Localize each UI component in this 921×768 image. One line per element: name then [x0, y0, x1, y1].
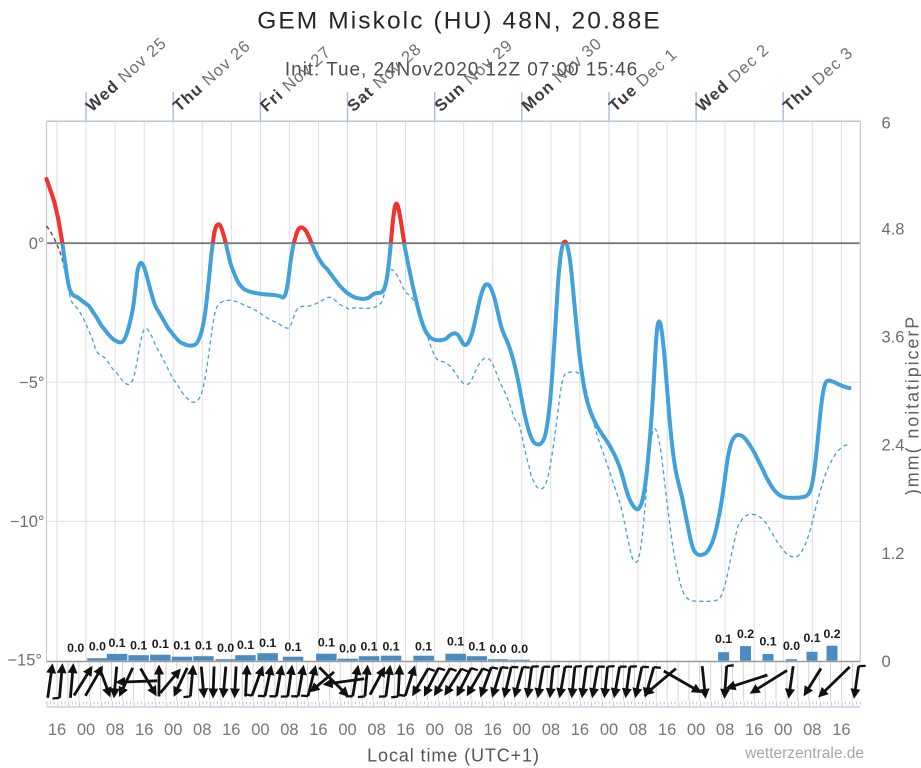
svg-text:0.1: 0.1	[803, 631, 820, 645]
svg-text:wetterzentrale.de: wetterzentrale.de	[744, 745, 864, 762]
svg-text:16: 16	[658, 721, 676, 739]
svg-text:0.1: 0.1	[195, 639, 212, 653]
svg-text:0.1: 0.1	[109, 636, 126, 650]
svg-text:00: 00	[600, 721, 618, 739]
svg-text:0.1: 0.1	[715, 632, 732, 646]
svg-text:08: 08	[193, 721, 211, 739]
svg-text:)mm( noitatipicerP: )mm( noitatipicerP	[903, 315, 921, 495]
svg-text:0.1: 0.1	[284, 640, 301, 654]
svg-text:00: 00	[164, 721, 182, 739]
svg-text:0: 0	[882, 653, 891, 671]
svg-text:00: 00	[687, 721, 705, 739]
svg-text:08: 08	[803, 721, 821, 739]
svg-text:0.0: 0.0	[339, 642, 356, 656]
svg-text:08: 08	[106, 721, 124, 739]
svg-text:4.8: 4.8	[882, 221, 905, 239]
svg-text:00: 00	[338, 721, 356, 739]
svg-text:0.1: 0.1	[318, 636, 335, 650]
svg-text:0.1: 0.1	[173, 639, 190, 653]
svg-text:0.1: 0.1	[759, 635, 776, 649]
svg-text:00: 00	[774, 721, 792, 739]
svg-text:0.1: 0.1	[468, 639, 485, 653]
svg-text:0.0: 0.0	[89, 640, 106, 654]
svg-text:0.1: 0.1	[237, 638, 254, 652]
svg-text:3.6: 3.6	[882, 329, 905, 347]
svg-text:08: 08	[280, 721, 298, 739]
svg-text:Init: Tue, 24Nov2020 12Z 07:00: Init: Tue, 24Nov2020 12Z 07:00 15:46	[285, 60, 638, 81]
svg-text:0.1: 0.1	[130, 639, 147, 653]
svg-text:−10°: −10°	[10, 513, 45, 531]
svg-text:−5°: −5°	[19, 374, 44, 392]
svg-text:2.4: 2.4	[882, 437, 905, 455]
svg-text:16: 16	[571, 721, 589, 739]
svg-text:6: 6	[882, 115, 891, 133]
svg-text:GEM Miskolc (HU) 48N, 20.88E: GEM Miskolc (HU) 48N, 20.88E	[257, 8, 662, 35]
svg-text:00: 00	[251, 721, 269, 739]
svg-text:00: 00	[77, 721, 95, 739]
svg-text:08: 08	[455, 721, 473, 739]
svg-text:0.0: 0.0	[511, 642, 528, 656]
svg-text:08: 08	[367, 721, 385, 739]
svg-text:08: 08	[716, 721, 734, 739]
svg-text:0.1: 0.1	[360, 639, 377, 653]
svg-text:0.1: 0.1	[259, 636, 276, 650]
svg-text:16: 16	[222, 721, 240, 739]
svg-text:16: 16	[484, 721, 502, 739]
svg-text:16: 16	[135, 721, 153, 739]
svg-text:0.0: 0.0	[67, 641, 84, 655]
svg-text:0.1: 0.1	[447, 635, 464, 649]
svg-text:0.2: 0.2	[823, 627, 840, 641]
svg-text:16: 16	[745, 721, 763, 739]
svg-text:0°: 0°	[29, 235, 45, 253]
svg-text:−15°: −15°	[7, 652, 42, 670]
svg-text:0.1: 0.1	[382, 639, 399, 653]
svg-text:08: 08	[629, 721, 647, 739]
svg-text:16: 16	[309, 721, 327, 739]
svg-text:0.1: 0.1	[415, 639, 432, 653]
svg-text:0.1: 0.1	[152, 637, 169, 651]
svg-text:16: 16	[48, 721, 66, 739]
svg-text:16: 16	[396, 721, 414, 739]
svg-text:08: 08	[542, 721, 560, 739]
svg-text:Local time (UTC+1): Local time (UTC+1)	[367, 746, 540, 766]
svg-text:0.0: 0.0	[217, 641, 234, 655]
svg-text:0.0: 0.0	[783, 639, 800, 653]
svg-text:00: 00	[426, 721, 444, 739]
svg-text:1.2: 1.2	[882, 545, 905, 563]
svg-text:00: 00	[513, 721, 531, 739]
svg-text:16: 16	[832, 721, 850, 739]
svg-text:0.0: 0.0	[490, 642, 507, 656]
svg-text:0.2: 0.2	[737, 627, 754, 641]
